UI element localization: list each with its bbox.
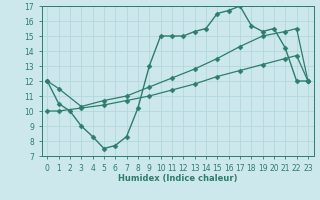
X-axis label: Humidex (Indice chaleur): Humidex (Indice chaleur)	[118, 174, 237, 183]
